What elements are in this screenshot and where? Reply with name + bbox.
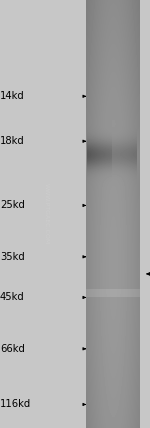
Text: 35kd: 35kd bbox=[0, 252, 25, 262]
Text: 14kd: 14kd bbox=[0, 91, 25, 101]
Text: 25kd: 25kd bbox=[0, 200, 25, 211]
Text: 45kd: 45kd bbox=[0, 292, 25, 303]
Text: 18kd: 18kd bbox=[0, 136, 25, 146]
Text: WWW.PTGAEC.COM: WWW.PTGAEC.COM bbox=[44, 183, 49, 245]
Text: 66kd: 66kd bbox=[0, 344, 25, 354]
Text: 116kd: 116kd bbox=[0, 399, 31, 410]
